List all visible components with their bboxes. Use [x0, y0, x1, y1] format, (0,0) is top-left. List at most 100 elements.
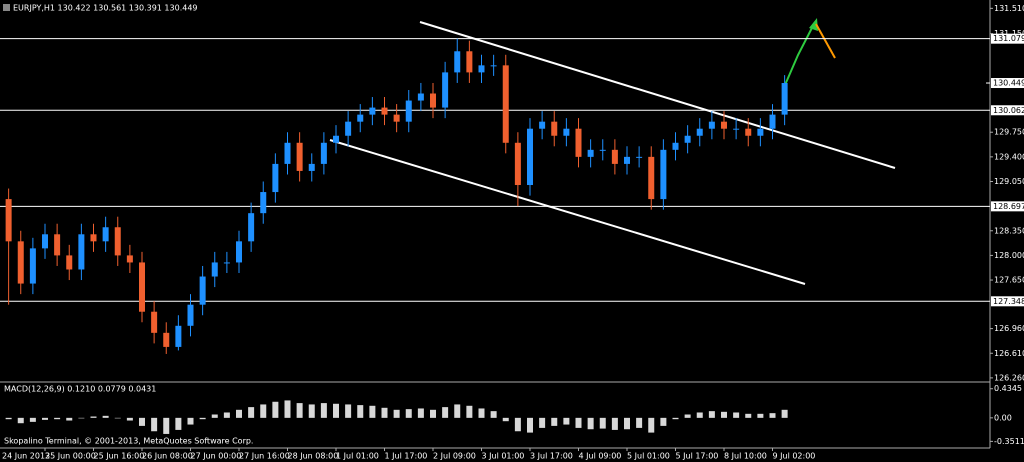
macd-bar — [708, 411, 715, 418]
y-tick-label: 126.260 — [994, 373, 1024, 382]
candle-body — [78, 234, 85, 270]
candle-body — [320, 142, 327, 164]
y-tick-label: 129.400 — [994, 152, 1024, 161]
candle-body — [611, 149, 618, 164]
candle-body — [139, 262, 145, 312]
x-tick-label: 5 Jul 17:00 — [676, 452, 719, 461]
y-tick-label: 131.510 — [994, 4, 1024, 13]
candle-body — [5, 199, 12, 242]
macd-bar — [745, 413, 752, 418]
level-box — [991, 201, 1024, 212]
macd-bar — [757, 413, 764, 418]
current-price-label: 130.449 — [993, 79, 1024, 88]
y-tick-label: 127.650 — [994, 276, 1024, 285]
macd-bar — [357, 405, 364, 418]
candle-body — [90, 234, 97, 242]
candle-body — [54, 234, 61, 256]
macd-bar — [539, 417, 546, 428]
candle-body — [708, 121, 715, 129]
macd-bar — [430, 409, 436, 418]
candle-body — [175, 325, 182, 347]
candle-body — [672, 142, 679, 150]
candle-body — [490, 65, 497, 67]
x-tick-label: 27 Jun 16:00 — [239, 452, 290, 461]
candle-body — [575, 128, 582, 157]
macd-bar — [139, 417, 145, 426]
candle-body — [29, 248, 36, 284]
macd-y-tick-label: 0.4345 — [994, 384, 1022, 393]
level-label: 128.697 — [993, 202, 1024, 211]
candle-body — [539, 121, 546, 129]
candle-body — [381, 107, 388, 115]
candle-body — [345, 121, 352, 136]
macd-bar — [599, 417, 606, 429]
candle-body — [284, 142, 291, 164]
macd-bar — [611, 417, 618, 430]
candle-body — [781, 83, 788, 115]
candle-body — [357, 114, 364, 122]
chart-title: EURJPY,H1 130.422 130.561 130.391 130.44… — [13, 4, 198, 13]
y-tick-label: 128.350 — [994, 226, 1024, 235]
candle-body — [648, 156, 655, 200]
macd-bar — [502, 417, 509, 422]
current-price-box — [991, 78, 1024, 89]
symbol-icon — [3, 4, 10, 11]
macd-bar — [78, 417, 85, 419]
candle-body — [660, 149, 667, 200]
candle-body — [308, 163, 315, 171]
candle-body — [502, 65, 509, 143]
candle-body — [599, 149, 606, 151]
macd-bar — [248, 407, 255, 418]
macd-bar — [5, 417, 12, 420]
x-tick-label: 1 Jul 17:00 — [385, 452, 428, 461]
macd-bar — [90, 416, 97, 418]
candle-body — [696, 128, 703, 136]
candle-body — [66, 255, 73, 270]
candle-body — [393, 114, 400, 122]
candle-body — [442, 72, 449, 108]
x-tick-label: 5 Jul 01:00 — [627, 452, 670, 461]
candle-body — [684, 135, 691, 143]
candle-body — [563, 128, 570, 136]
macd-bar — [345, 404, 352, 418]
macd-bar — [551, 417, 558, 426]
candle-body — [757, 128, 764, 136]
y-tick-label: 128.000 — [994, 251, 1024, 260]
macd-bar — [417, 408, 424, 418]
candle-body — [430, 93, 436, 108]
x-tick-label: 27 Jun 00:00 — [191, 452, 242, 461]
macd-bar — [696, 412, 703, 418]
level-box — [991, 33, 1024, 44]
forecast-arrow-up — [784, 21, 816, 86]
drawings — [329, 18, 896, 285]
level-label: 131.079 — [993, 34, 1024, 43]
candle-body — [163, 332, 170, 347]
macd-bar — [223, 412, 230, 418]
candle-body — [769, 114, 776, 129]
macd-bar — [175, 417, 182, 430]
x-tick-label: 25 Jun 00:00 — [45, 452, 96, 461]
candle-body — [405, 100, 412, 122]
candle-body — [721, 121, 727, 129]
macd-bar — [114, 417, 121, 419]
candle-body — [114, 227, 121, 256]
macd-bar — [624, 417, 630, 430]
forecast-arrow-down — [815, 23, 836, 59]
candle-body — [211, 262, 218, 277]
y-tick-label: 129.050 — [994, 177, 1024, 186]
macd-bar — [102, 415, 109, 418]
candle-body — [102, 227, 109, 242]
macd-bar — [563, 417, 570, 425]
macd-bar — [29, 417, 36, 422]
x-tick-label: 2 Jul 09:00 — [433, 452, 476, 461]
x-tick-label: 1 Jul 01:00 — [336, 452, 379, 461]
candle-body — [636, 156, 643, 158]
macd-bar — [333, 403, 339, 418]
macd-bar — [672, 417, 679, 420]
macd-bar — [296, 403, 303, 418]
x-tick-label: 25 Jun 16:00 — [94, 452, 145, 461]
macd-bar — [490, 411, 497, 418]
channel-line — [329, 139, 806, 285]
candle-body — [151, 311, 158, 333]
